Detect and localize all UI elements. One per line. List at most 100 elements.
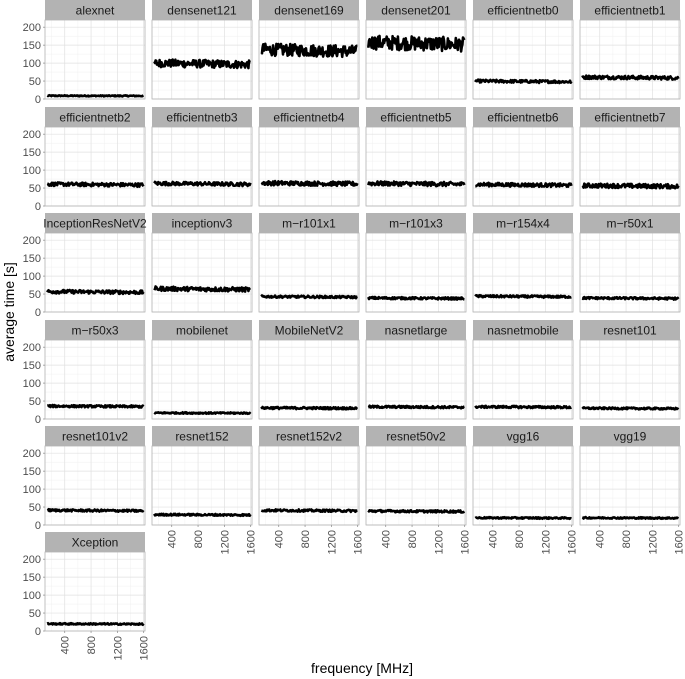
facet-strip-label: vgg16 bbox=[507, 430, 540, 444]
facet-panel-9: efficientnetb5 bbox=[365, 107, 467, 207]
x-tick-label: 1600 bbox=[353, 530, 365, 554]
series-line bbox=[260, 42, 359, 59]
plot-area bbox=[45, 20, 145, 99]
y-tick-label: 150 bbox=[23, 360, 41, 372]
facet-panel-2: densenet169 bbox=[258, 0, 360, 100]
series-line bbox=[46, 288, 145, 296]
facet-strip bbox=[152, 107, 252, 127]
plot-area bbox=[580, 340, 680, 419]
facet-strip-label: MobileNetV2 bbox=[275, 324, 344, 338]
y-tick-label: 200 bbox=[23, 342, 41, 354]
y-tick-label: 150 bbox=[23, 40, 41, 52]
facet-strip bbox=[259, 0, 359, 20]
y-tick-label: 200 bbox=[23, 22, 41, 34]
x-tick-label: 1200 bbox=[326, 530, 338, 554]
y-axis-title: average time [s] bbox=[1, 262, 17, 362]
facet-strip bbox=[45, 213, 145, 233]
facet-strip bbox=[473, 426, 573, 446]
facet-strip-label: Xception bbox=[72, 536, 119, 550]
panel-border bbox=[365, 445, 467, 526]
panel-border bbox=[258, 126, 360, 207]
facet-strip bbox=[152, 426, 252, 446]
y-tick-label: 50 bbox=[29, 608, 41, 620]
x-tick-label: 800 bbox=[407, 530, 419, 548]
x-tick-label: 800 bbox=[193, 530, 205, 548]
facet-panel-17: m−r50x1 bbox=[579, 213, 681, 313]
facet-strip-label: alexnet bbox=[76, 4, 115, 18]
x-tick-label: 1600 bbox=[460, 530, 472, 554]
facet-strip-label: densenet169 bbox=[274, 4, 344, 18]
facet-strip bbox=[259, 426, 359, 446]
x-tick-label: 1600 bbox=[567, 530, 579, 554]
y-tick-label: 0 bbox=[35, 520, 41, 532]
facet-strip-label: mobilenet bbox=[176, 324, 229, 338]
panel-border bbox=[151, 19, 253, 100]
x-tick-label: 1200 bbox=[433, 530, 445, 554]
panel-border bbox=[151, 445, 253, 526]
plot-area bbox=[473, 20, 573, 99]
x-tick-label: 1200 bbox=[540, 530, 552, 554]
x-tick-label: 400 bbox=[595, 530, 607, 548]
panel-border bbox=[472, 445, 574, 526]
series-line bbox=[260, 507, 359, 514]
facet-strip bbox=[45, 0, 145, 20]
series-line bbox=[367, 295, 466, 301]
series-line bbox=[367, 404, 466, 410]
facet-strip bbox=[259, 107, 359, 127]
plot-area bbox=[580, 20, 680, 99]
plot-area bbox=[473, 446, 573, 525]
facet-panel-23: resnet101 bbox=[579, 320, 681, 420]
facet-strip bbox=[473, 213, 573, 233]
panel-border bbox=[151, 339, 253, 420]
y-tick-label: 50 bbox=[29, 289, 41, 301]
plot-area bbox=[366, 20, 466, 99]
facet-strip-label: InceptionResNetV2 bbox=[43, 217, 147, 231]
plot-area bbox=[580, 446, 680, 525]
y-tick-label: 150 bbox=[23, 466, 41, 478]
plot-area bbox=[259, 446, 359, 525]
x-tick-label: 1200 bbox=[112, 636, 124, 660]
facet-panel-22: nasnetmobile bbox=[472, 320, 574, 420]
panel-border bbox=[579, 19, 681, 100]
facet-panel-25: resnet152 400 800 1200 1600 bbox=[151, 426, 258, 554]
series-line bbox=[581, 74, 680, 81]
panel-border bbox=[44, 551, 146, 632]
facet-strip-label: nasnetlarge bbox=[385, 324, 448, 338]
facet-strip-label: resnet152v2 bbox=[276, 430, 342, 444]
facet-strip-label: m−r50x3 bbox=[71, 324, 118, 338]
facet-panel-0: alexnet 0 50 100 150 200 bbox=[23, 0, 146, 106]
facet-panel-5: efficientnetb1 bbox=[579, 0, 681, 100]
facet-strip bbox=[152, 0, 252, 20]
facet-strip bbox=[473, 320, 573, 340]
series-line bbox=[474, 515, 573, 521]
facet-strip bbox=[45, 426, 145, 446]
plot-area bbox=[45, 127, 145, 206]
series-line bbox=[474, 293, 573, 300]
y-tick-label: 0 bbox=[35, 626, 41, 638]
panel-border bbox=[44, 19, 146, 100]
panel-border bbox=[44, 232, 146, 313]
panel-border bbox=[258, 19, 360, 100]
series-line bbox=[46, 93, 145, 98]
facet-strip bbox=[259, 213, 359, 233]
facet-panel-28: vgg16 400 800 1200 1600 bbox=[472, 426, 579, 554]
facet-strip bbox=[366, 426, 466, 446]
y-tick-label: 150 bbox=[23, 572, 41, 584]
x-tick-label: 800 bbox=[86, 636, 98, 654]
x-tick-label: 800 bbox=[514, 530, 526, 548]
facet-panel-27: resnet50v2 400 800 1200 1600 bbox=[365, 426, 472, 554]
facet-strip-label: m−r101x1 bbox=[282, 217, 336, 231]
facet-panel-16: m−r154x4 bbox=[472, 213, 574, 313]
facet-panel-21: nasnetlarge bbox=[365, 320, 467, 420]
series-line bbox=[46, 621, 145, 627]
facet-strip bbox=[259, 320, 359, 340]
facet-strip-label: efficientnetb6 bbox=[487, 111, 558, 125]
facet-strip-label: nasnetmobile bbox=[487, 324, 559, 338]
plot-area bbox=[580, 127, 680, 206]
series-line bbox=[153, 285, 252, 293]
facet-strip bbox=[45, 320, 145, 340]
plot-area bbox=[45, 446, 145, 525]
panel-border bbox=[44, 339, 146, 420]
x-tick-label: 1600 bbox=[674, 530, 685, 554]
x-tick-label: 1600 bbox=[139, 636, 151, 660]
